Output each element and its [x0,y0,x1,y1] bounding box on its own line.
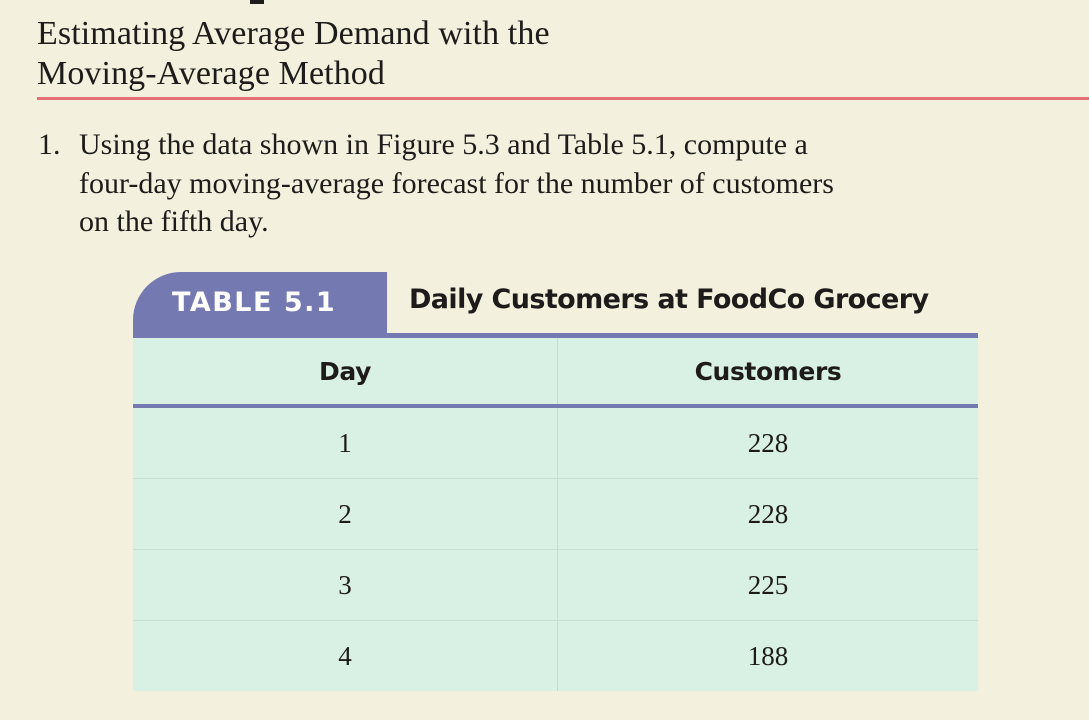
column-header-day: Day [133,338,558,408]
heading-divider [37,97,1089,100]
section-heading: Estimating Average Demand with the Movin… [37,14,550,94]
data-table: TABLE 5.1 Daily Customers at FoodCo Groc… [133,272,978,691]
cell-day: 3 [133,549,558,621]
table-title: Daily Customers at FoodCo Grocery [409,284,929,315]
problem-line-2: four-day moving-average forecast for the… [79,166,834,200]
cell-customers: 188 [557,620,978,691]
cell-day: 4 [133,620,558,691]
heading-line-1: Estimating Average Demand with the [37,15,550,52]
table-row: 2 228 [133,478,978,550]
cell-customers: 228 [557,478,978,550]
table-row: 3 225 [133,549,978,621]
table-top-rule [133,333,978,338]
cut-off-heading-fragment [250,0,264,4]
problem-statement: 1. Using the data shown in Figure 5.3 an… [38,126,1078,242]
table-label-tab: TABLE 5.1 [133,272,387,333]
cell-customers: 228 [747,427,789,458]
table-row: 4 188 [133,620,978,691]
table-caption: TABLE 5.1 Daily Customers at FoodCo Groc… [133,272,978,333]
table-header-row: Day Customers [133,338,978,408]
heading-line-2: Moving-Average Method [37,55,385,92]
cell-customers: 225 [557,549,978,621]
customers-table: Day Customers 1 228 2 228 3 225 4 188 [133,338,978,691]
column-header-customers: Customers [557,338,978,408]
table-row: 1 228 [133,406,978,479]
problem-line-3: on the fifth day. [79,205,269,238]
problem-line-1: Using the data shown in Figure 5.3 and T… [79,128,808,161]
cell-day: 2 [133,478,558,550]
problem-number: 1. [38,128,61,161]
cell-day: 1 [133,406,558,479]
